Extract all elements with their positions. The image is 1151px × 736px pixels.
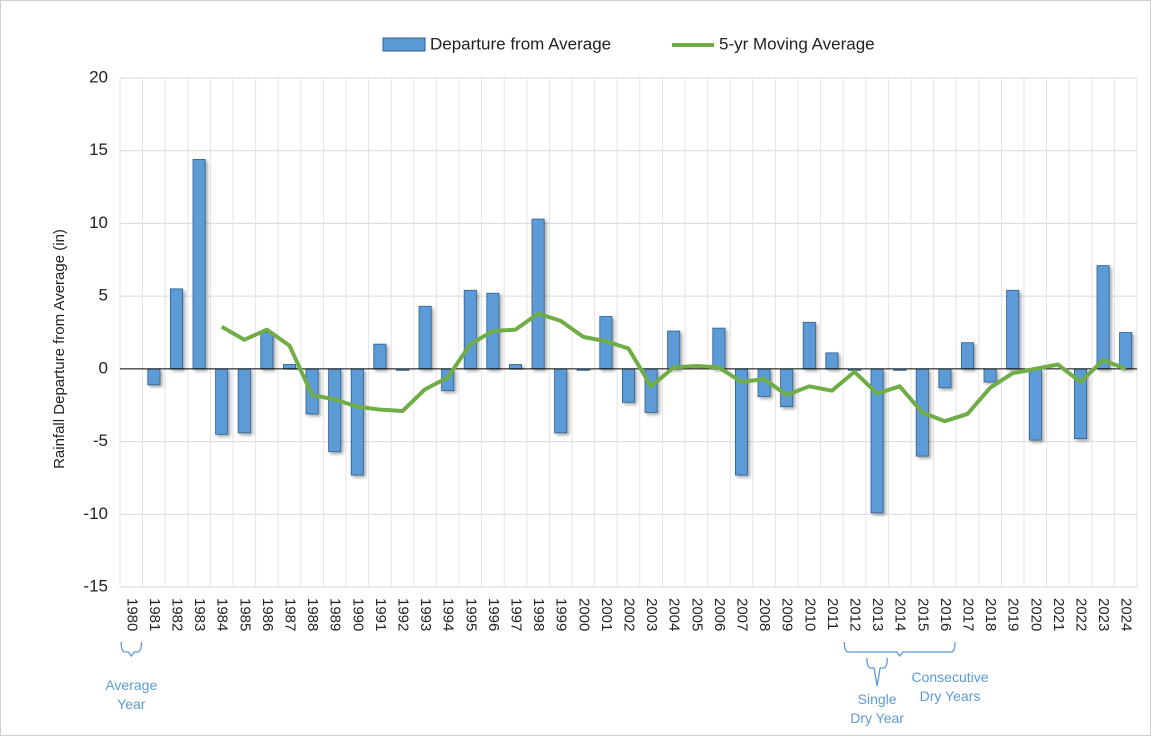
bar xyxy=(169,288,184,370)
bar xyxy=(802,321,816,370)
bar xyxy=(508,364,523,370)
bar xyxy=(260,332,274,370)
bar xyxy=(667,330,681,370)
x-tick-label: 2006 xyxy=(711,598,728,631)
x-tick-label: 1993 xyxy=(417,598,434,631)
x-tick-label: 2009 xyxy=(779,598,796,631)
x-tick-label: 2010 xyxy=(801,598,818,631)
bar xyxy=(780,368,794,408)
x-tick-label: 1996 xyxy=(485,598,502,631)
x-tick-label: 1983 xyxy=(191,598,208,631)
x-tick-label: 2019 xyxy=(1005,598,1022,631)
x-tick-label: 2022 xyxy=(1073,598,1090,631)
bar xyxy=(1028,368,1042,441)
y-tick-label: -10 xyxy=(83,504,108,523)
y-axis-label: Rainfall Departure from Average (in) xyxy=(51,229,68,469)
x-tick-label: 1987 xyxy=(282,598,299,631)
y-tick-label: 0 xyxy=(99,358,108,377)
x-tick-label: 2015 xyxy=(914,598,931,631)
y-tick-label: -15 xyxy=(83,576,108,595)
moving-average-line xyxy=(220,311,1127,424)
x-tick-label: 2016 xyxy=(937,598,954,631)
x-tick-label: 2011 xyxy=(824,598,841,630)
x-tick-label: 2021 xyxy=(1050,598,1067,631)
x-tick-label: 2000 xyxy=(575,598,592,631)
x-tick-label: 2018 xyxy=(982,598,999,631)
x-tick-label: 1981 xyxy=(146,598,163,631)
x-tick-label: 2013 xyxy=(869,598,886,631)
bar xyxy=(418,305,432,370)
bar xyxy=(938,368,952,389)
x-tick-label: 1988 xyxy=(304,598,321,631)
x-tick-label: 1980 xyxy=(123,598,140,631)
x-tick-label: 2004 xyxy=(666,598,683,631)
bar xyxy=(1119,332,1133,370)
bar xyxy=(554,368,568,434)
y-tick-label: 20 xyxy=(89,67,108,86)
x-tick-label: 2002 xyxy=(621,598,638,631)
x-tick-label: 2020 xyxy=(1027,598,1044,631)
bar xyxy=(192,159,206,370)
bar xyxy=(1096,265,1110,370)
bar xyxy=(983,368,997,383)
x-tick-label: 2017 xyxy=(960,598,977,631)
x-tick-label: 2003 xyxy=(643,598,660,631)
bar xyxy=(712,327,726,370)
x-tick-label: 1994 xyxy=(440,598,457,631)
bar xyxy=(621,368,636,403)
x-tick-label: 1985 xyxy=(236,598,253,631)
bracket xyxy=(866,657,888,687)
annotation: Average Year xyxy=(105,677,158,712)
bracket xyxy=(843,641,956,658)
x-tick-label: 1999 xyxy=(553,598,570,631)
x-tick-label: 1989 xyxy=(327,598,344,631)
bracket xyxy=(120,641,143,658)
x-tick-label: 1990 xyxy=(349,598,366,631)
x-tick-label: 2005 xyxy=(688,598,705,631)
x-tick-label: 2007 xyxy=(734,598,751,631)
bar xyxy=(328,368,342,453)
legend-swatch xyxy=(382,37,426,52)
x-tick-label: 1998 xyxy=(530,598,547,631)
x-tick-label: 1991 xyxy=(372,598,389,631)
bar xyxy=(960,342,975,370)
bar xyxy=(215,368,229,435)
bar xyxy=(147,368,161,386)
bar xyxy=(825,352,839,370)
x-tick-label: 2012 xyxy=(847,598,864,631)
annotation: Consecutive Dry Years xyxy=(911,669,989,704)
bar xyxy=(350,368,364,476)
bar xyxy=(237,368,251,434)
legend-label: 5-yr Moving Average xyxy=(719,34,875,53)
bar xyxy=(1006,289,1020,370)
x-tick-label: 1986 xyxy=(259,598,276,631)
bar xyxy=(463,289,477,370)
bar xyxy=(734,368,749,476)
x-tick-label: 1982 xyxy=(169,598,186,631)
x-tick-label: 2001 xyxy=(598,598,615,631)
bar xyxy=(531,218,545,370)
x-tick-label: 1992 xyxy=(395,598,412,631)
x-tick-label: 2014 xyxy=(892,598,909,631)
legend-label: Departure from Average xyxy=(430,34,611,53)
x-tick-label: 2023 xyxy=(1095,598,1112,631)
x-tick-label: 1995 xyxy=(462,598,479,631)
x-tick-label: 1997 xyxy=(508,598,525,631)
y-tick-label: -5 xyxy=(93,431,108,450)
x-tick-label: 2008 xyxy=(756,598,773,631)
annotation: Single Dry Year xyxy=(850,691,904,726)
bar xyxy=(282,364,297,370)
y-tick-label: 5 xyxy=(99,286,108,305)
bar xyxy=(373,343,387,370)
x-tick-label: 1984 xyxy=(214,598,231,631)
y-tick-label: 10 xyxy=(89,213,108,232)
x-tick-label: 2024 xyxy=(1118,598,1135,631)
y-tick-label: 15 xyxy=(89,140,108,159)
